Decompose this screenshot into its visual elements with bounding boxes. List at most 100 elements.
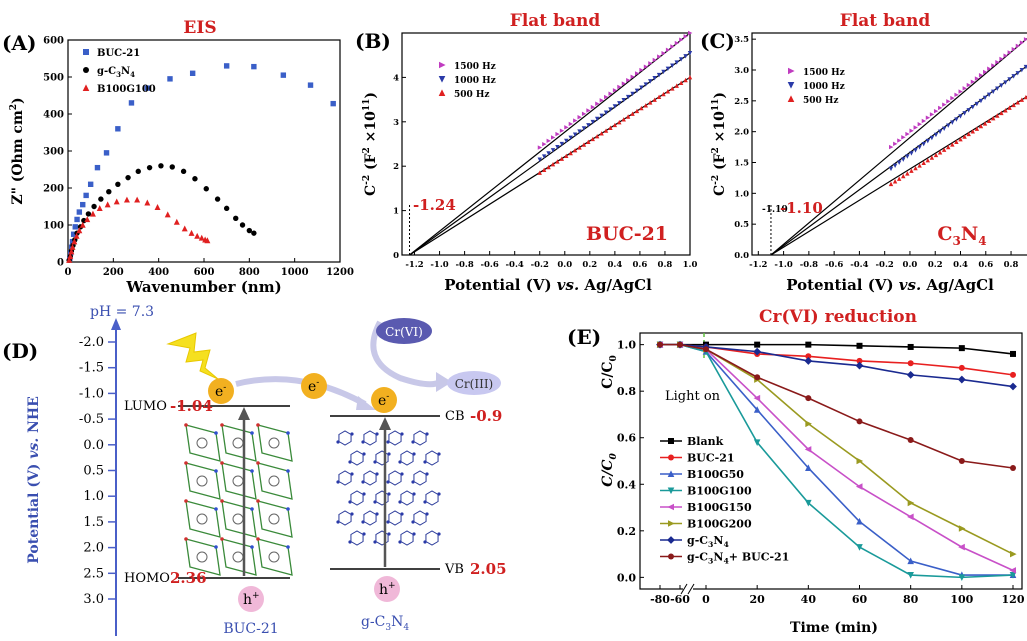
panel-e-xtick-label: 120: [1002, 593, 1025, 606]
panel-c-legend-label: 1000 Hz: [803, 82, 845, 92]
panel-b-data-point: [665, 47, 671, 53]
excitation-arrowhead-left: [238, 407, 250, 420]
buc21-ring: [196, 513, 208, 525]
panel-c-data-point: [950, 142, 955, 147]
panel-c-xtick-label: -1.0: [774, 260, 792, 270]
gc3n4-ring: [425, 490, 439, 506]
crvi-badge: [376, 318, 432, 344]
panel-c-data-point: [921, 160, 926, 166]
panel-b-data-point: [572, 132, 578, 137]
panel-c-legend-label: 500 Hz: [803, 96, 839, 106]
svg-text:h+: h+: [243, 591, 260, 608]
panel-c-data-point: [958, 89, 963, 94]
panel-b-data-point: [612, 104, 618, 109]
buc21-ring: [232, 551, 244, 563]
panel-b-data-point: [683, 77, 688, 83]
gc3n4-atom: [387, 532, 391, 536]
panel-e-data-point: [855, 361, 864, 370]
buc21-lattice-cell: [257, 462, 293, 500]
panel-e-legend-marker: [668, 553, 674, 560]
buc21-lattice-cell: [185, 500, 221, 538]
panel-c-xtick-label: 0.2: [928, 260, 943, 270]
buc21-lattice-cell: [185, 462, 221, 500]
panel-e-data-point: [1009, 382, 1017, 391]
panel-e-legend-label: g-C3N4: [687, 534, 729, 549]
gc3n4-atom: [423, 500, 427, 504]
panel-e-data-point: [805, 341, 812, 348]
panel-c-legend-label: 1500 Hz: [803, 68, 845, 78]
gc3n4-atom: [425, 472, 429, 476]
panel-c-data-point: [978, 98, 984, 104]
panel-a-point: [203, 186, 209, 192]
panel-c-data-point: [929, 112, 935, 117]
panel-c-ytick-label: 0.5: [734, 220, 749, 230]
buc21-ring: [232, 475, 244, 487]
panel-b-data-point: [568, 135, 573, 141]
panel-a-point: [79, 221, 86, 228]
panel-e-legend-marker: [668, 454, 674, 461]
panel-c-data-point: [913, 165, 918, 171]
panel-a-legend-marker: [82, 84, 90, 91]
gc3n4-ring: [338, 470, 352, 486]
panel-c: (C) Flat band -1.2 -1.0 -0.8 -0.6 -0.4 -0.2 0.…: [700, 11, 1027, 294]
panel-b-data-point: [555, 145, 560, 150]
electron-transfer-arrowhead: [356, 396, 376, 410]
panel-c-xtick-label: 0.8: [1004, 260, 1019, 270]
panel-b-data-point: [661, 69, 666, 75]
panel-a-point: [154, 204, 161, 210]
panel-b-data-point: [564, 125, 569, 130]
panel-c-data-point: [991, 63, 996, 68]
panel-e-ytick-label: 0.6: [617, 432, 636, 445]
panel-a-point: [189, 70, 196, 76]
panel-e-data-point: [754, 341, 761, 348]
panel-b-xtick-label: -0.2: [531, 260, 549, 270]
buc21-atom: [214, 469, 218, 473]
panel-b-material-label: BUC-21: [586, 223, 668, 245]
gc3n4-ring: [425, 450, 439, 466]
buc21-atom: [256, 423, 260, 427]
buc21-lattice-cell: [221, 500, 257, 538]
panel-b-data-point: [648, 100, 653, 105]
panel-e-data-point: [856, 357, 863, 364]
panel-c-data-point: [917, 145, 922, 150]
panel-c-data-point: [950, 95, 955, 101]
panel-c-data-point: [913, 125, 918, 130]
panel-a-point: [94, 164, 101, 171]
panel-b-ytick-label: 1: [393, 207, 399, 217]
panel-e-frame: [639, 332, 1023, 590]
panel-b-data-point: [652, 97, 657, 102]
panel-a-point: [87, 181, 94, 187]
panel-e-ytick-label: 0.8: [617, 385, 636, 398]
panel-e-data-point: [754, 374, 761, 381]
buc21-atom: [214, 545, 218, 549]
hole-right: h+: [374, 576, 400, 602]
criii-label: Cr(III): [455, 377, 494, 391]
panel-e-legend-label: B100G50: [687, 468, 744, 481]
buc21-lattice-cell: [221, 538, 257, 576]
panel-b-ytick-label: 4: [393, 73, 399, 83]
panel-c-data-point: [986, 118, 992, 123]
axis-break-mark-1: [680, 583, 688, 595]
gc3n4-atom: [362, 532, 366, 536]
panel-c-data-point: [974, 76, 980, 81]
panel-a-point: [307, 82, 314, 88]
panel-d-ytick-label: 2.0: [83, 541, 104, 556]
panel-c-data-point: [1023, 94, 1027, 100]
panel-c-ylabel: C-2 (F2 ×1011): [711, 92, 728, 196]
panel-a-point: [173, 218, 180, 225]
panel-e-legend-label: B100G100: [687, 485, 752, 498]
panel-a-point: [83, 192, 89, 199]
panel-d-ytick-label: 2.5: [83, 566, 104, 581]
panel-b-data-point: [603, 110, 609, 115]
excitation-arrowhead-right: [379, 417, 391, 430]
panel-c-data-point: [921, 142, 926, 147]
panel-c-ytick-label: 3.0: [734, 66, 749, 76]
gc3n4-atom: [412, 532, 416, 536]
panel-b-xtick-label: 0.6: [633, 260, 648, 270]
panel-b-data-point: [581, 111, 587, 117]
panel-b-data-point: [621, 81, 627, 86]
panel-e-data-point: [753, 394, 761, 402]
panel-c-data-point: [1011, 46, 1017, 52]
panel-e-data-point: [907, 499, 915, 507]
panel-a-point: [223, 63, 230, 69]
